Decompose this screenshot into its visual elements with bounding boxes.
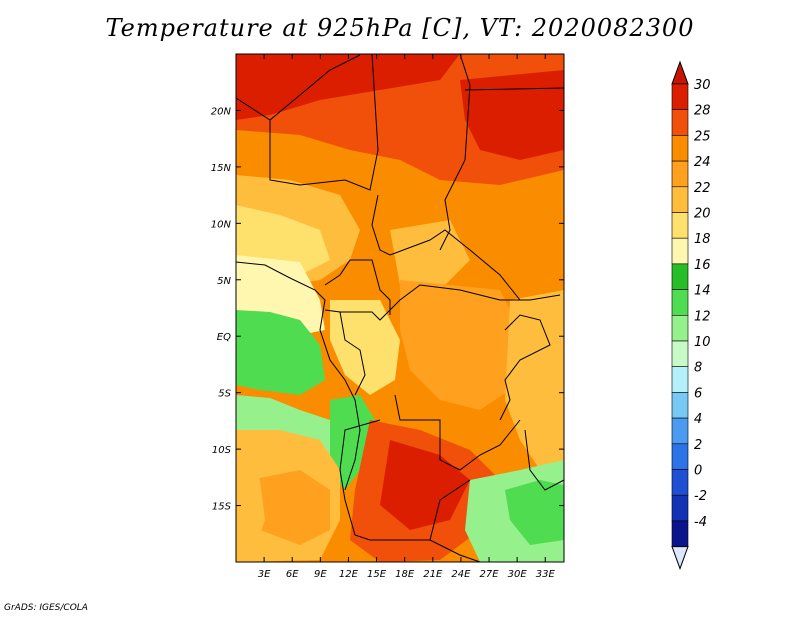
colorbar-swatch: [672, 84, 688, 110]
colorbar-swatch: [672, 495, 688, 521]
colorbar-label: 28: [694, 104, 711, 119]
colorbar-swatch: [672, 290, 688, 316]
colorbar-label: 16: [694, 258, 711, 273]
lon-tick-label: 18E: [395, 569, 415, 580]
colorbar-label: 22: [694, 181, 711, 196]
lat-tick-label: 10S: [212, 445, 232, 456]
colorbar-swatch: [672, 264, 688, 290]
colorbar-top-arrow: [672, 62, 688, 84]
colorbar-label: 4: [694, 412, 702, 427]
colorbar-swatch: [672, 161, 688, 187]
colorbar-label: 14: [694, 284, 711, 299]
lat-tick-label: 5N: [217, 276, 231, 287]
colorbar-label: 2: [694, 438, 702, 453]
lon-tick-label: 24E: [451, 569, 471, 580]
colorbar-label: -4: [694, 515, 707, 530]
colorbar-swatch: [672, 135, 688, 161]
lat-tick-label: EQ: [217, 332, 231, 343]
colorbar-swatch: [672, 392, 688, 418]
colorbar-label: 25: [694, 129, 711, 144]
colorbar-swatch: [672, 110, 688, 136]
colorbar-label: 18: [694, 232, 711, 247]
colorbar-swatch: [672, 470, 688, 496]
colorbar-label: 10: [694, 335, 711, 350]
colorbar-label: 12: [694, 309, 711, 324]
colorbar-label: -2: [694, 489, 707, 504]
colorbar-label: 24: [694, 155, 711, 170]
colorbar-swatch: [672, 213, 688, 239]
lon-tick-label: 15E: [367, 569, 387, 580]
lat-tick-label: 15N: [211, 163, 232, 174]
colorbar-label: 6: [694, 386, 702, 401]
lon-tick-label: 9E: [314, 569, 327, 580]
colorbar-bottom-arrow: [672, 547, 688, 569]
colorbar-swatch: [672, 341, 688, 367]
lon-tick-label: 3E: [258, 569, 271, 580]
colorbar-label: 30: [694, 78, 711, 93]
colorbar-label: 20: [694, 207, 711, 222]
colorbar-swatch: [672, 418, 688, 444]
lon-tick-label: 6E: [286, 569, 299, 580]
lat-tick-label: 20N: [211, 106, 232, 117]
lat-tick-label: 15S: [212, 502, 232, 513]
lon-tick-label: 33E: [536, 569, 556, 580]
colorbar-swatch: [672, 521, 688, 547]
lon-tick-label: 30E: [508, 569, 528, 580]
lon-tick-label: 27E: [480, 569, 500, 580]
lat-tick-label: 10N: [211, 219, 232, 230]
colorbar-swatch: [672, 315, 688, 341]
colorbar-label: 8: [694, 361, 702, 376]
colorbar-swatch: [672, 238, 688, 264]
colorbar-swatch: [672, 444, 688, 470]
lon-tick-label: 21E: [423, 569, 443, 580]
lat-tick-label: 5S: [218, 389, 231, 400]
lon-tick-label: 12E: [339, 569, 359, 580]
temperature-field: [236, 54, 564, 562]
colorbar-swatch: [672, 367, 688, 393]
grads-credit: GrADS: IGES/COLA: [4, 603, 88, 613]
map-canvas: 3E 6E 9E 12E 15E 18E 21E 24E 27E 30E 33E 20N 15N 10N…: [0, 0, 800, 618]
colorbar-label: 0: [694, 464, 702, 479]
colorbar-swatch: [672, 187, 688, 213]
